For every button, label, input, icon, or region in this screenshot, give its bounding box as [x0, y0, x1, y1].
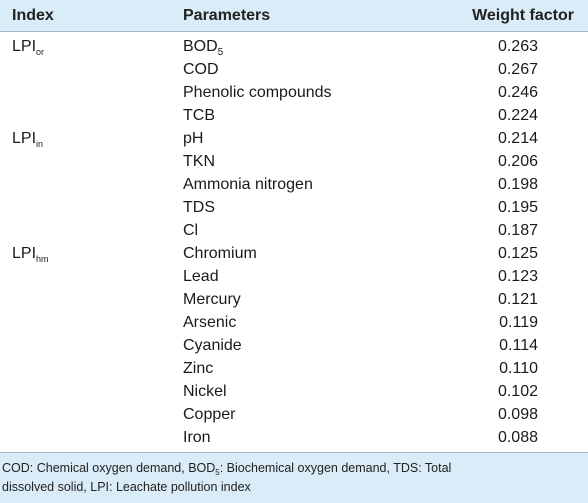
parameter-name: TDS [183, 199, 215, 216]
table-row: TCB 0.224 [0, 104, 588, 127]
weight-factor-cell: 0.102 [497, 383, 538, 400]
parameter-name: TCB [183, 107, 215, 124]
weight-factor-cell: 0.224 [497, 107, 538, 124]
weight-factor-cell: 0.187 [497, 222, 538, 239]
table-row: Cl 0.187 [0, 219, 588, 242]
parameter-cell: Lead [183, 268, 219, 286]
parameter-name: BOD [183, 38, 218, 55]
header-index: Index [12, 7, 54, 24]
weight-factor-cell: 0.098 [497, 406, 538, 423]
parameter-cell: BOD5 [183, 38, 224, 58]
table-row: Nickel 0.102 [0, 380, 588, 403]
weight-factor-cell: 0.195 [497, 199, 538, 216]
header-parameters: Parameters [183, 7, 271, 24]
table-row: Lead 0.123 [0, 265, 588, 288]
index-cell: LPIin [12, 130, 44, 149]
weight-factor-cell: 0.119 [499, 314, 538, 331]
footnote-part2: : Biochemical oxygen demand, TDS: Total [219, 461, 452, 475]
weight-factor-cell: 0.198 [497, 176, 538, 193]
weight-factor-cell: 0.246 [497, 84, 538, 101]
parameter-name: Zinc [183, 360, 214, 377]
weight-factor-cell: 0.123 [497, 268, 538, 285]
parameter-name: Iron [183, 429, 211, 446]
weight-factor-cell: 0.125 [497, 245, 538, 262]
parameter-name: COD [183, 61, 219, 78]
weight-factor-cell: 0.110 [499, 360, 538, 377]
weight-factor-cell: 0.214 [497, 130, 538, 147]
parameter-cell: TDS [183, 199, 215, 217]
parameter-name: TKN [183, 153, 215, 170]
index-subscript: or [36, 47, 45, 57]
table-row: Phenolic compounds 0.246 [0, 81, 588, 104]
parameter-cell: Copper [183, 406, 235, 424]
parameter-cell: Ammonia nitrogen [183, 176, 313, 194]
index-main: LPI [12, 245, 37, 262]
table-footnote: COD: Chemical oxygen demand, BOD5: Bioch… [0, 452, 588, 503]
table-row: Cyanide 0.114 [0, 334, 588, 357]
index-main: LPI [12, 38, 37, 55]
parameter-name: Mercury [183, 291, 241, 308]
footnote-part1: COD: Chemical oxygen demand, BOD [2, 461, 216, 475]
table-row: Arsenic 0.119 [0, 311, 588, 334]
index-subscript: hm [36, 254, 49, 264]
weight-factor-cell: 0.263 [497, 38, 538, 55]
parameter-cell: Cyanide [183, 337, 242, 355]
table-row: LPIin pH 0.214 [0, 127, 588, 150]
parameter-name: Chromium [183, 245, 257, 262]
parameter-cell: pH [183, 130, 203, 148]
parameter-cell: TKN [183, 153, 215, 171]
header-weight-factor: Weight factor [472, 7, 574, 24]
parameter-name: Lead [183, 268, 219, 285]
weight-factor-cell: 0.114 [499, 337, 538, 354]
footnote-bod-subscript: 5 [215, 468, 220, 477]
parameter-cell: Arsenic [183, 314, 236, 332]
table-row: Copper 0.098 [0, 403, 588, 426]
table-header: Index Parameters Weight factor [0, 0, 588, 32]
parameter-cell: Chromium [183, 245, 257, 263]
parameter-subscript: 5 [217, 47, 224, 58]
parameter-name: pH [183, 130, 204, 147]
parameter-cell: COD [183, 61, 219, 79]
parameter-cell: Mercury [183, 291, 241, 309]
table-row: Zinc 0.110 [0, 357, 588, 380]
table-row: LPIor BOD5 0.263 [0, 35, 588, 58]
parameter-name: Cyanide [183, 337, 242, 354]
parameter-name: Arsenic [183, 314, 237, 331]
table-row: Iron 0.088 [0, 426, 588, 449]
weight-factor-cell: 0.121 [497, 291, 538, 308]
table-row: TKN 0.206 [0, 150, 588, 173]
parameter-cell: Nickel [183, 383, 227, 401]
table-row: Mercury 0.121 [0, 288, 588, 311]
parameter-cell: Phenolic compounds [183, 84, 332, 102]
footnote-line2: dissolved solid, LPI: Leachate pollution… [2, 480, 251, 494]
table-row: COD 0.267 [0, 58, 588, 81]
parameter-cell: Zinc [183, 360, 213, 378]
parameter-cell: Cl [183, 222, 198, 240]
parameter-name: Ammonia nitrogen [183, 176, 313, 193]
weight-factor-cell: 0.206 [497, 153, 538, 170]
index-main: LPI [12, 130, 37, 147]
parameter-name: Nickel [183, 383, 227, 400]
index-subscript: in [36, 139, 44, 149]
parameter-name: Phenolic compounds [183, 84, 332, 101]
table-body: LPIor BOD5 0.263 COD 0.267 Phenolic compounds… [0, 32, 588, 452]
index-cell: LPIhm [12, 245, 49, 264]
weight-factor-cell: 0.267 [497, 61, 538, 78]
parameter-cell: TCB [183, 107, 215, 125]
parameter-name: Copper [183, 406, 236, 423]
table-row: LPIhm Chromium 0.125 [0, 242, 588, 265]
table-row: TDS 0.195 [0, 196, 588, 219]
table-row: Ammonia nitrogen 0.198 [0, 173, 588, 196]
weight-factor-cell: 0.088 [497, 429, 538, 446]
index-cell: LPIor [12, 38, 45, 57]
parameter-name: Cl [183, 222, 199, 239]
parameter-cell: Iron [183, 429, 211, 447]
